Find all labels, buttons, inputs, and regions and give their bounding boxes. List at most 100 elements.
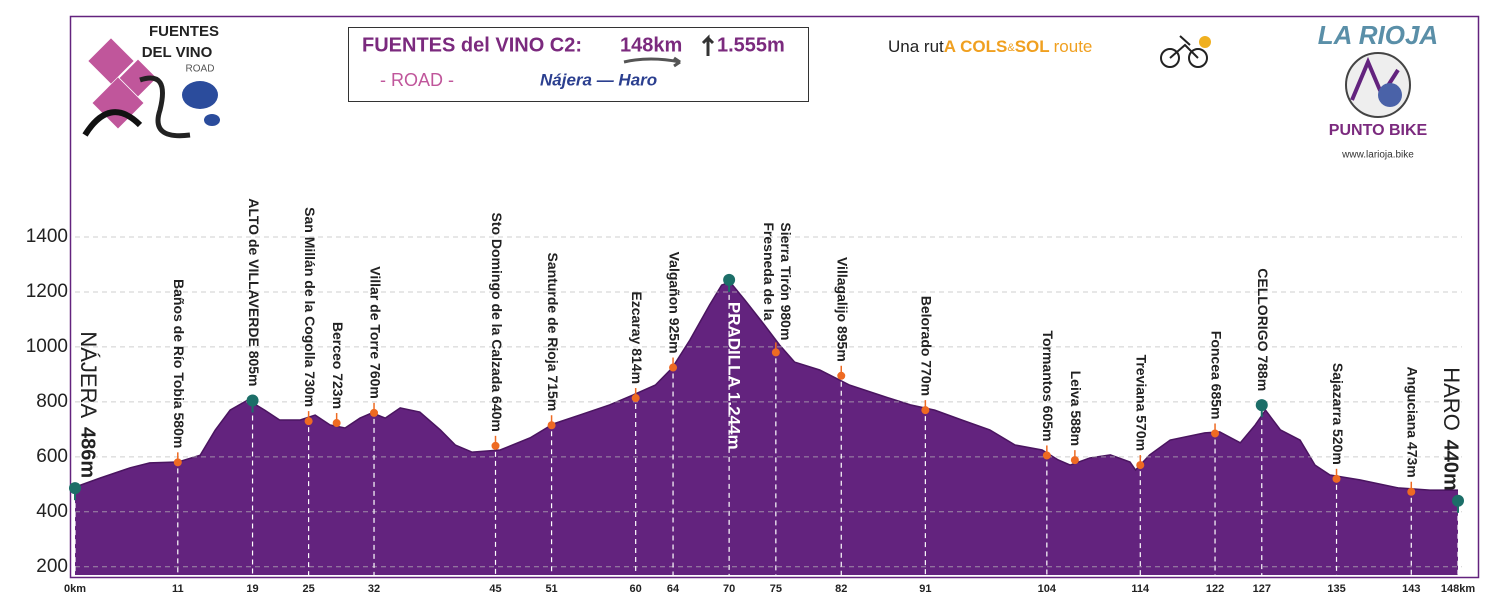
waypoint-marker [921,406,930,415]
waypoint-marker [491,441,500,450]
x-tick-label: 148km [1441,583,1475,595]
x-tick-label: 60 [630,583,642,595]
logo-text: www.larioja.bike [1341,150,1414,161]
y-tick-label: 200 [36,556,68,577]
waypoint-marker [1332,474,1341,483]
waypoint-label: Villagalijo 895m [835,257,851,362]
label-group: Foncea 685m [1208,331,1224,420]
waypoint-label: ALTO de VILLAVERDE 805m [246,198,262,386]
logo-text: ROAD [186,64,215,75]
endpoint-group: NÁJERA [76,331,101,418]
x-tick-label: 19 [246,583,258,595]
logo-left: FUENTES DEL VINO ROAD [82,23,220,139]
waypoint-marker [1042,451,1051,460]
x-tick-label: 122 [1206,583,1224,595]
waypoint-marker [837,371,846,380]
logo-text: LA RIOJA [1318,20,1438,50]
waypoint-marker [1070,456,1079,465]
logo-text: PUNTO BIKE [1329,122,1428,139]
waypoint-label: Baños de Río Tobia 580m [171,279,187,448]
label-group: Leiva 588m [1068,371,1084,447]
waypoint-marker [332,419,341,428]
endpoint-group: HARO [1439,367,1464,431]
logo-right: LA RIOJA PUNTO BIKE www.larioja.bike [1318,20,1438,161]
waypoint-label: Sajazarra 520m [1330,363,1346,465]
label-group: Belorado 770m [919,296,935,396]
waypoint-label: CELLORIGO 788m [1255,268,1271,391]
waypoint-label: Villar de Torre 760m [367,266,383,399]
summit-marker [69,482,81,495]
x-tick-label: 104 [1038,583,1057,595]
label-group: San Millán de la Cogolla 730m [302,207,318,407]
x-tick-label: 11 [172,583,184,595]
label-group: ALTO de VILLAVERDE 805m [246,198,262,386]
label-group: Sierra Tirón 980m [778,222,794,340]
header-box [348,27,809,102]
waypoint-marker [1136,461,1145,470]
logo-text: DEL VINO [142,44,213,61]
tagline-part: route [1054,37,1093,56]
summit-label: PRADILLA 1.244m [725,302,744,450]
summit-marker [723,273,736,286]
endpoint-group: 440m [1440,440,1462,491]
arrow-icon [623,56,681,68]
x-tick-label: 143 [1402,583,1420,595]
x-tick-label: 70 [723,583,735,595]
header-route: Nájera — Haro [540,70,657,89]
x-tick-label: 0km [64,583,86,595]
waypoint-label: Belorado 770m [919,296,935,396]
x-tick-label: 25 [302,583,314,595]
frame [69,15,1480,579]
waypoint-label: Santurde de Rioja 715m [545,253,561,412]
waypoint-label: Tormantos 605m [1040,330,1056,441]
label-group: Villar de Torre 760m [367,266,383,399]
elevation-area [75,282,1458,575]
summit-marker [1255,399,1268,412]
endpoint-elevation: 486m [77,427,99,478]
waypoint-marker [669,363,678,372]
header-subtitle: - ROAD - [380,70,454,90]
y-tick-label: 1000 [26,336,68,357]
label-group: Berceo 723m [330,322,346,409]
x-tick-label: 135 [1327,583,1345,595]
x-tick-label: 64 [667,583,680,595]
label-group: Anguciana 473m [1405,366,1421,477]
x-tick-label: 75 [770,583,782,595]
endpoint-name: NÁJERA [76,331,101,418]
waypoint-label: Valgañon 925m [666,252,682,354]
waypoint-label: Anguciana 473m [1405,366,1421,477]
label-group: Villagalijo 895m [835,257,851,362]
waypoint-marker [370,408,379,417]
waypoint-label: Berceo 723m [330,322,346,409]
tagline-part: & [1007,42,1015,54]
x-tick-label: 127 [1253,583,1271,595]
label-group: Santurde de Rioja 715m [545,253,561,412]
x-tick-label: 91 [919,583,931,595]
label-group: PRADILLA 1.244m [725,302,744,450]
waypoint-marker [1211,429,1220,438]
label-group: Treviana 570m [1134,355,1150,452]
label-group: Fresneda de la [761,222,777,320]
waypoint-label: Treviana 570m [1134,355,1150,452]
endpoint-elevation: 440m [1440,440,1462,491]
x-tick-label: 82 [835,583,847,595]
label-group: Tormantos 605m [1040,330,1056,441]
header-climb: 1.555m [717,34,785,56]
y-tick-label: 400 [36,501,68,522]
waypoint-label: Foncea 685m [1208,331,1224,420]
waypoint-marker [1407,487,1416,496]
endpoint-group: 486m [77,427,99,478]
tagline: Una rutA COLS&SOL route [888,37,1092,56]
header-distance: 148km [620,34,682,56]
waypoint-marker [304,417,313,426]
waypoint-label: Sierra Tirón 980m [778,222,794,340]
waypoint-marker [631,394,640,403]
summit-marker [1452,494,1464,507]
label-group: Valgañon 925m [666,252,682,354]
tagline-part: Una rut [888,37,944,56]
label-group: CELLORIGO 788m [1255,268,1271,391]
label-group: Sajazarra 520m [1330,363,1346,465]
tagline-part: SOL [1015,37,1050,56]
tagline-part: A COLS [944,37,1008,56]
label-group: Baños de Río Tobia 580m [171,279,187,448]
